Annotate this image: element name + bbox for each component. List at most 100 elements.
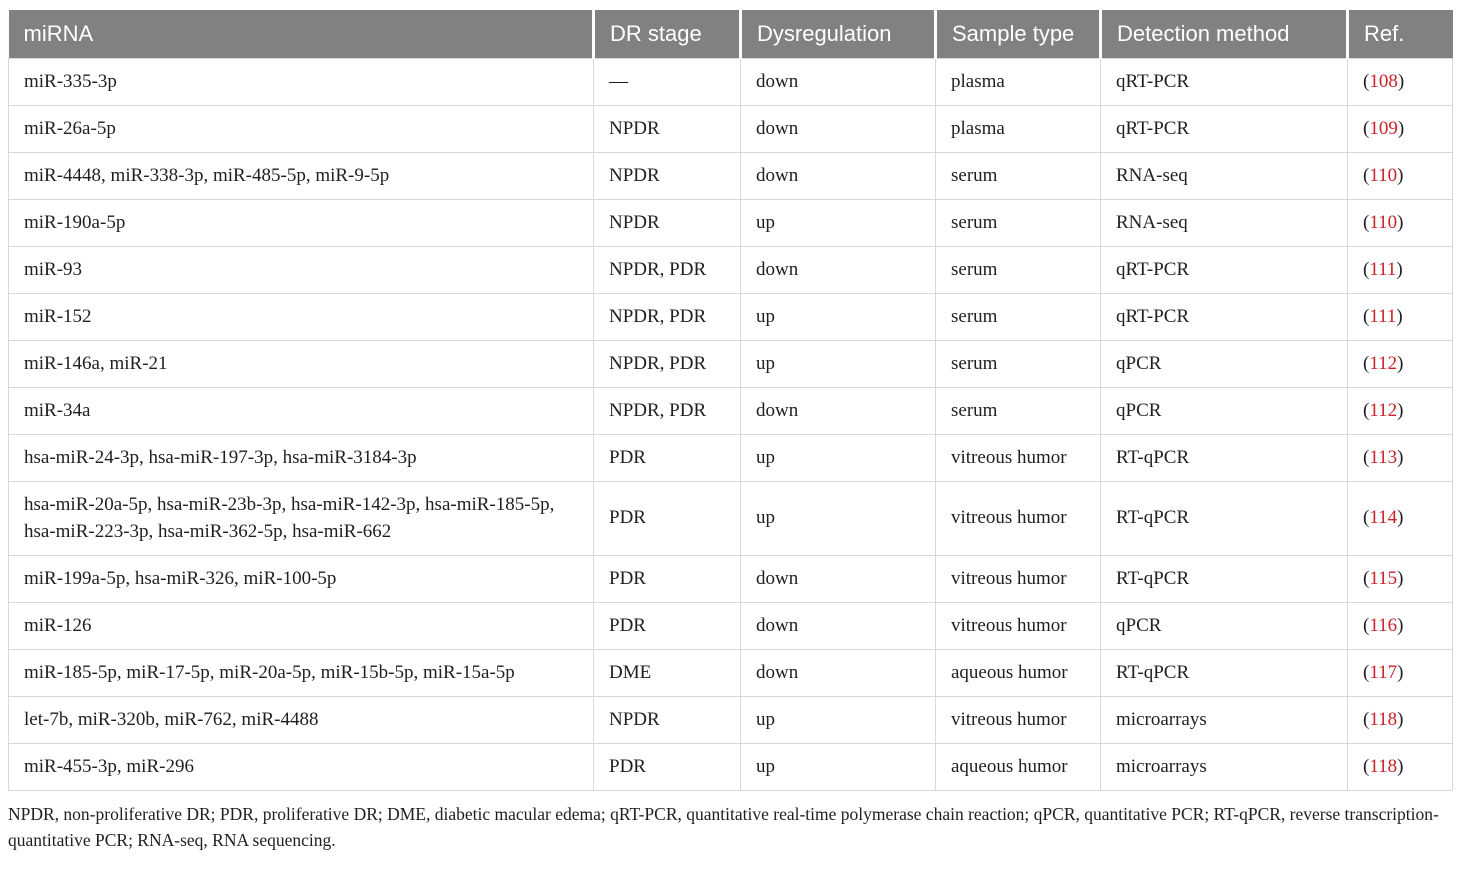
cell-mirna: miR-4448, miR-338-3p, miR-485-5p, miR-9-… xyxy=(8,151,594,200)
cell-dr-stage: PDR xyxy=(593,742,741,791)
cell-dr-stage: PDR xyxy=(593,601,741,650)
cell-detection-method: microarrays xyxy=(1100,742,1348,791)
cell-ref: 115 xyxy=(1347,554,1453,603)
table-row: miR-4448, miR-338-3p, miR-485-5p, miR-9-… xyxy=(8,151,1453,200)
col-header-sample-type: Sample type xyxy=(934,10,1101,58)
ref-citation-link[interactable]: 110 xyxy=(1363,165,1403,186)
cell-detection-method: RT-qPCR xyxy=(1100,648,1348,697)
cell-ref: 111 xyxy=(1347,245,1453,294)
cell-dysregulation: up xyxy=(740,339,936,388)
header-row: miRNA DR stage Dysregulation Sample type… xyxy=(8,10,1453,58)
cell-detection-method: microarrays xyxy=(1100,695,1348,744)
col-header-ref: Ref. xyxy=(1346,10,1453,58)
ref-citation-link[interactable]: 111 xyxy=(1363,306,1403,327)
cell-ref: 117 xyxy=(1347,648,1453,697)
ref-citation-link[interactable]: 116 xyxy=(1363,615,1403,636)
cell-ref: 112 xyxy=(1347,339,1453,388)
cell-detection-method: RT-qPCR xyxy=(1100,554,1348,603)
cell-ref: 109 xyxy=(1347,104,1453,153)
table-row: miR-126 PDR down vitreous humor qPCR 116 xyxy=(8,601,1453,650)
cell-mirna: miR-26a-5p xyxy=(8,104,594,153)
col-header-dysregulation: Dysregulation xyxy=(739,10,936,58)
cell-ref: 118 xyxy=(1347,695,1453,744)
cell-dysregulation: down xyxy=(740,601,936,650)
cell-dr-stage: PDR xyxy=(593,433,741,482)
cell-mirna: miR-185-5p, miR-17-5p, miR-20a-5p, miR-1… xyxy=(8,648,594,697)
cell-sample-type: serum xyxy=(935,386,1101,435)
cell-dysregulation: up xyxy=(740,433,936,482)
cell-dr-stage: NPDR xyxy=(593,104,741,153)
cell-dr-stage: NPDR, PDR xyxy=(593,386,741,435)
cell-detection-method: RT-qPCR xyxy=(1100,480,1348,556)
ref-citation-link[interactable]: 114 xyxy=(1363,507,1403,528)
cell-sample-type: plasma xyxy=(935,104,1101,153)
table-row: miR-199a-5p, hsa-miR-326, miR-100-5p PDR… xyxy=(8,554,1453,603)
mirna-table-container: miRNA DR stage Dysregulation Sample type… xyxy=(8,10,1453,853)
cell-dr-stage: — xyxy=(593,57,741,106)
col-header-dr-stage: DR stage xyxy=(592,10,741,58)
cell-dysregulation: up xyxy=(740,292,936,341)
cell-sample-type: aqueous humor xyxy=(935,742,1101,791)
cell-dr-stage: NPDR xyxy=(593,198,741,247)
cell-detection-method: qPCR xyxy=(1100,386,1348,435)
cell-sample-type: serum xyxy=(935,151,1101,200)
ref-citation-link[interactable]: 118 xyxy=(1363,709,1403,730)
cell-dysregulation: down xyxy=(740,554,936,603)
cell-ref: 110 xyxy=(1347,151,1453,200)
ref-citation-link[interactable]: 108 xyxy=(1363,71,1404,92)
ref-citation-link[interactable]: 112 xyxy=(1363,400,1403,421)
table-row: miR-152 NPDR, PDR up serum qRT-PCR 111 xyxy=(8,292,1453,341)
ref-citation-link[interactable]: 110 xyxy=(1363,212,1403,233)
cell-ref: 116 xyxy=(1347,601,1453,650)
cell-sample-type: serum xyxy=(935,292,1101,341)
table-row: miR-34a NPDR, PDR down serum qPCR 112 xyxy=(8,386,1453,435)
cell-sample-type: plasma xyxy=(935,57,1101,106)
cell-dysregulation: up xyxy=(740,695,936,744)
ref-citation-link[interactable]: 117 xyxy=(1363,662,1403,683)
cell-dr-stage: NPDR xyxy=(593,151,741,200)
table-row: hsa-miR-20a-5p, hsa-miR-23b-3p, hsa-miR-… xyxy=(8,480,1453,556)
cell-detection-method: qPCR xyxy=(1100,601,1348,650)
ref-citation-link[interactable]: 111 xyxy=(1363,259,1403,280)
cell-dysregulation: up xyxy=(740,480,936,556)
cell-detection-method: qRT-PCR xyxy=(1100,104,1348,153)
cell-sample-type: serum xyxy=(935,245,1101,294)
table-row: miR-185-5p, miR-17-5p, miR-20a-5p, miR-1… xyxy=(8,648,1453,697)
col-header-detection-method: Detection method xyxy=(1099,10,1348,58)
ref-citation-link[interactable]: 118 xyxy=(1363,756,1403,777)
table-row: miR-190a-5p NPDR up serum RNA-seq 110 xyxy=(8,198,1453,247)
cell-dysregulation: down xyxy=(740,151,936,200)
ref-citation-link[interactable]: 112 xyxy=(1363,353,1403,374)
table-row: hsa-miR-24-3p, hsa-miR-197-3p, hsa-miR-3… xyxy=(8,433,1453,482)
cell-ref: 114 xyxy=(1347,480,1453,556)
cell-ref: 113 xyxy=(1347,433,1453,482)
table-row: miR-93 NPDR, PDR down serum qRT-PCR 111 xyxy=(8,245,1453,294)
cell-dysregulation: down xyxy=(740,245,936,294)
cell-dr-stage: NPDR, PDR xyxy=(593,339,741,388)
mirna-table: miRNA DR stage Dysregulation Sample type… xyxy=(8,10,1453,791)
cell-mirna: hsa-miR-24-3p, hsa-miR-197-3p, hsa-miR-3… xyxy=(8,433,594,482)
table-row: miR-335-3p — down plasma qRT-PCR 108 xyxy=(8,57,1453,106)
table-row: let-7b, miR-320b, miR-762, miR-4488 NPDR… xyxy=(8,695,1453,744)
cell-mirna: miR-126 xyxy=(8,601,594,650)
cell-dr-stage: PDR xyxy=(593,480,741,556)
cell-dr-stage: NPDR xyxy=(593,695,741,744)
cell-ref: 110 xyxy=(1347,198,1453,247)
cell-dr-stage: DME xyxy=(593,648,741,697)
table-row: miR-146a, miR-21 NPDR, PDR up serum qPCR… xyxy=(8,339,1453,388)
cell-dysregulation: down xyxy=(740,648,936,697)
table-row: miR-26a-5p NPDR down plasma qRT-PCR 109 xyxy=(8,104,1453,153)
cell-mirna: miR-146a, miR-21 xyxy=(8,339,594,388)
cell-detection-method: qRT-PCR xyxy=(1100,245,1348,294)
cell-detection-method: qPCR xyxy=(1100,339,1348,388)
ref-citation-link[interactable]: 113 xyxy=(1363,447,1403,468)
cell-sample-type: vitreous humor xyxy=(935,601,1101,650)
cell-mirna: miR-455-3p, miR-296 xyxy=(8,742,594,791)
ref-citation-link[interactable]: 109 xyxy=(1363,118,1404,139)
cell-mirna: miR-34a xyxy=(8,386,594,435)
cell-sample-type: serum xyxy=(935,198,1101,247)
cell-dysregulation: down xyxy=(740,104,936,153)
cell-ref: 108 xyxy=(1347,57,1453,106)
cell-detection-method: qRT-PCR xyxy=(1100,57,1348,106)
ref-citation-link[interactable]: 115 xyxy=(1363,568,1403,589)
